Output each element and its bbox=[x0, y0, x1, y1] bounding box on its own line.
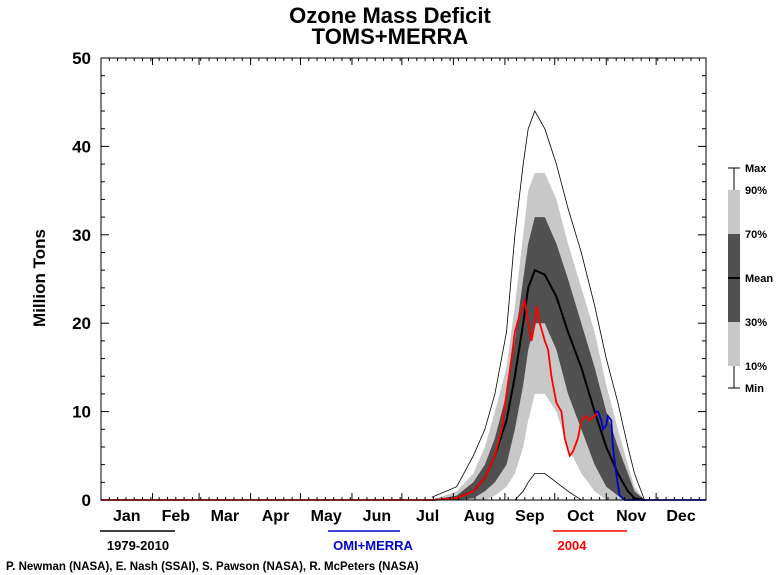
legend-label: 90% bbox=[745, 185, 767, 197]
y-tick-label: 30 bbox=[72, 226, 91, 245]
series-line-2004 bbox=[101, 297, 599, 501]
max-line bbox=[431, 110, 645, 501]
legend-label: Mean bbox=[745, 273, 773, 285]
plot-frame bbox=[100, 57, 707, 501]
axes: 0 10 20 30 40 50 Jan Feb Mar Apr May Jun Jul Aug Sep Oc… bbox=[72, 49, 707, 525]
y-tick-label: 40 bbox=[72, 137, 91, 156]
key-label: OMI+MERRA bbox=[333, 538, 413, 553]
credit-text: P. Newman (NASA), E. Nash (SSAI), S. Paw… bbox=[6, 561, 419, 573]
y-tick-label: 50 bbox=[72, 49, 91, 68]
band-30-70 bbox=[431, 217, 645, 500]
percentile-legend: Max 90% 70% Mean 30% 10% Min bbox=[728, 163, 773, 395]
chart-subtitle: TOMS+MERRA bbox=[312, 24, 469, 49]
key-label: 2004 bbox=[558, 538, 588, 553]
x-tick-label: Aug bbox=[464, 508, 495, 525]
x-tick-label: Jul bbox=[416, 508, 439, 525]
legend-label: 10% bbox=[745, 361, 767, 373]
key-label: 1979-2010 bbox=[107, 538, 169, 553]
x-tick-label: Mar bbox=[211, 508, 239, 525]
chart-title: Ozone Mass Deficit bbox=[289, 3, 491, 28]
y-tick-label: 10 bbox=[72, 403, 91, 422]
x-tick-label: Oct bbox=[567, 508, 594, 525]
series-keys: 1979-2010 OMI+MERRA 2004 bbox=[100, 530, 627, 553]
legend-label: 70% bbox=[745, 229, 767, 241]
x-tick-label: Feb bbox=[162, 508, 191, 525]
legend-label: Max bbox=[745, 163, 767, 175]
x-tick-label: Sep bbox=[515, 508, 545, 525]
legend-label: 30% bbox=[745, 317, 767, 329]
legend-label: Min bbox=[745, 383, 764, 395]
x-tick-label: Nov bbox=[616, 508, 646, 525]
y-tick-label: 20 bbox=[72, 314, 91, 333]
y-axis-label: Million Tons bbox=[30, 229, 49, 327]
y-tick-label: 0 bbox=[82, 491, 91, 510]
x-tick-label: Apr bbox=[262, 508, 290, 525]
x-tick-label: Dec bbox=[666, 508, 695, 525]
x-tick-label: Jan bbox=[113, 508, 141, 525]
x-tick-label: Jun bbox=[363, 508, 391, 525]
x-tick-label: May bbox=[311, 508, 342, 525]
